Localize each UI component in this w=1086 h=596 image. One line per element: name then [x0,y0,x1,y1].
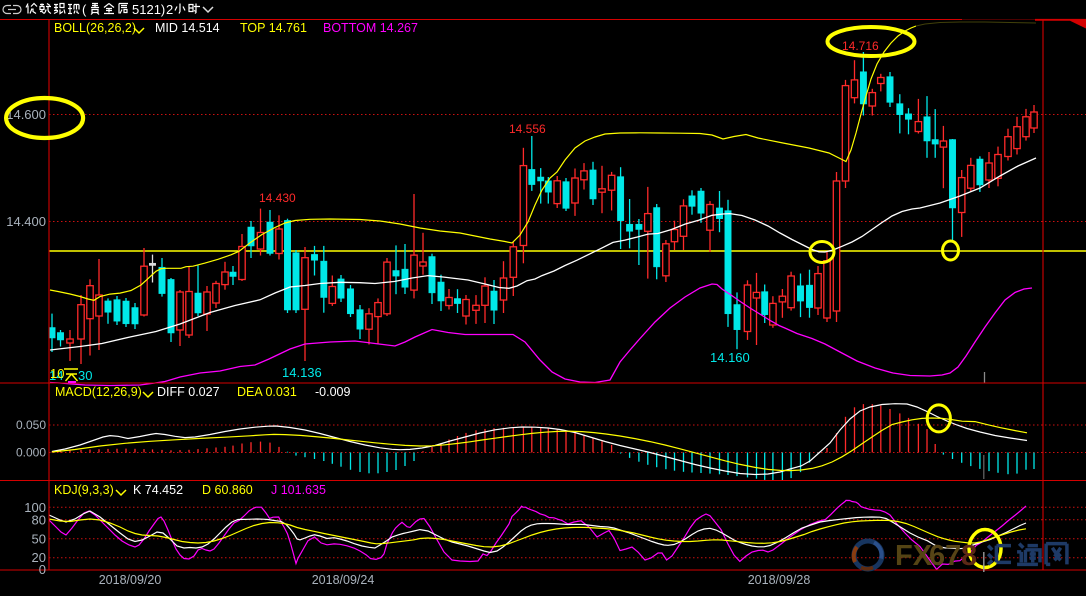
svg-text:10: 10 [50,366,64,381]
svg-text:TOP 14.761: TOP 14.761 [240,21,307,35]
svg-text:BOLL(26,26,2): BOLL(26,26,2) [54,21,136,35]
svg-text:FX: FX [895,540,933,572]
svg-text:2018/09/20: 2018/09/20 [99,573,162,587]
svg-text:0.050: 0.050 [16,418,46,432]
svg-text:14.136: 14.136 [282,365,322,380]
svg-text:14.556: 14.556 [509,122,546,136]
svg-text:2: 2 [166,2,173,17]
svg-text:2018/09/28: 2018/09/28 [748,573,811,587]
svg-text:BOTTOM 14.267: BOTTOM 14.267 [323,21,418,35]
svg-text:0: 0 [39,562,46,577]
svg-text:50: 50 [32,532,46,547]
svg-text:14: 14 [49,368,63,383]
svg-text:(: ( [82,2,87,17]
svg-text:14.716: 14.716 [842,39,879,53]
svg-text:100: 100 [24,500,46,515]
svg-text:14.600: 14.600 [6,107,46,122]
svg-text:5121): 5121) [132,2,165,17]
svg-text:D 60.860: D 60.860 [202,483,253,497]
svg-text:14.430: 14.430 [259,191,296,205]
svg-text:MID 14.514: MID 14.514 [155,21,220,35]
svg-text:67: 67 [929,540,961,572]
svg-text:0.000: 0.000 [16,446,46,460]
svg-text:20: 20 [32,550,46,565]
svg-text:8: 8 [961,540,977,572]
svg-text:J 101.635: J 101.635 [271,483,326,497]
svg-text:14.400: 14.400 [6,214,46,229]
svg-text:30: 30 [78,368,92,383]
svg-text:14.160: 14.160 [710,350,750,365]
svg-text:-0.009: -0.009 [315,385,350,399]
svg-text:DEA 0.031: DEA 0.031 [237,385,297,399]
svg-text:2018/09/24: 2018/09/24 [312,573,375,587]
svg-text:K 74.452: K 74.452 [133,483,183,497]
svg-text:MACD(12,26,9): MACD(12,26,9) [55,385,142,399]
svg-text:80: 80 [32,513,46,528]
svg-text:DIFF 0.027: DIFF 0.027 [157,385,220,399]
svg-text:KDJ(9,3,3): KDJ(9,3,3) [54,483,114,497]
